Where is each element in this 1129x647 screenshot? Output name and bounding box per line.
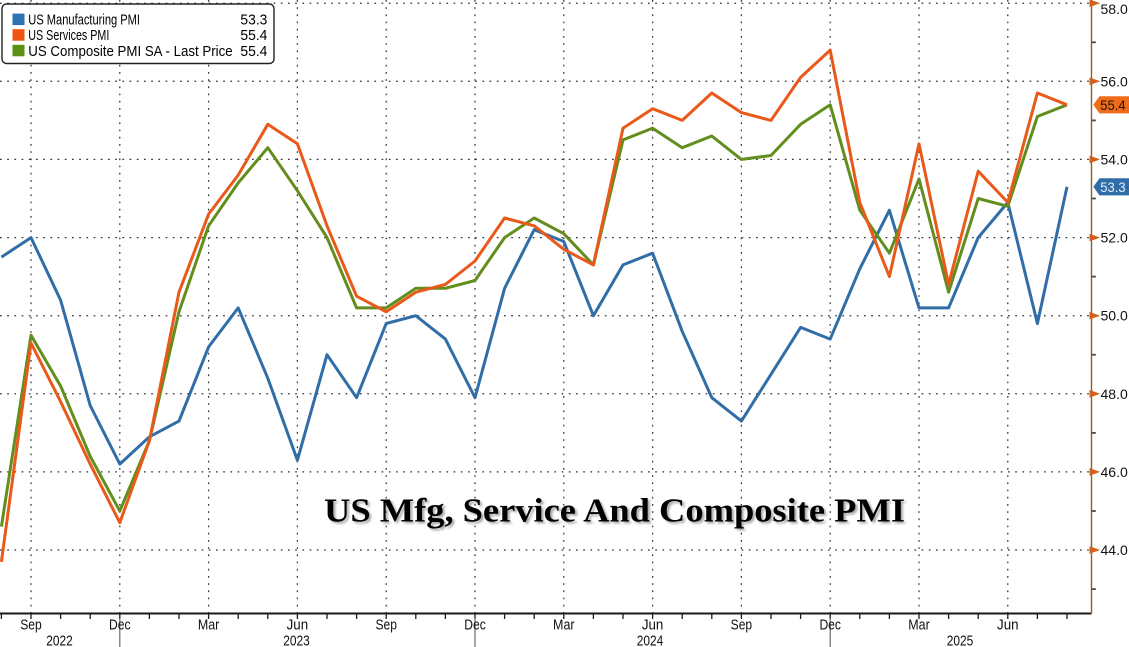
svg-text:Sep: Sep — [375, 617, 397, 634]
svg-text:Jun: Jun — [642, 617, 664, 634]
svg-text:Sep: Sep — [20, 617, 42, 634]
svg-text:Mar: Mar — [908, 617, 930, 634]
svg-text:US Mfg, Service And Composite: US Mfg, Service And Composite PMI — [326, 495, 907, 532]
svg-text:US Composite PMI SA - Last Pri: US Composite PMI SA - Last Price — [28, 43, 232, 60]
svg-text:Dec: Dec — [819, 617, 841, 634]
svg-text:Jun: Jun — [997, 617, 1019, 634]
svg-text:55.4: 55.4 — [1100, 97, 1125, 113]
svg-text:52.0: 52.0 — [1101, 230, 1128, 246]
svg-text:55.4: 55.4 — [240, 27, 267, 44]
svg-text:2024: 2024 — [637, 633, 664, 647]
svg-text:Mar: Mar — [198, 617, 220, 634]
svg-text:58.0: 58.0 — [1101, 1, 1128, 17]
svg-text:48.0: 48.0 — [1101, 386, 1128, 402]
svg-text:54.0: 54.0 — [1101, 151, 1128, 167]
svg-text:2022: 2022 — [46, 633, 73, 647]
svg-text:53.3: 53.3 — [240, 12, 267, 29]
svg-text:US Manufacturing PMI: US Manufacturing PMI — [28, 12, 140, 29]
svg-text:53.3: 53.3 — [1100, 179, 1125, 195]
svg-text:Mar: Mar — [553, 617, 575, 634]
svg-text:56.0: 56.0 — [1101, 73, 1128, 89]
svg-text:2025: 2025 — [947, 633, 974, 647]
svg-text:46.0: 46.0 — [1101, 464, 1128, 480]
svg-text:US Mfg, Service And Composite: US Mfg, Service And Composite PMI — [324, 493, 905, 530]
svg-text:55.4: 55.4 — [240, 43, 267, 60]
svg-text:2023: 2023 — [283, 633, 310, 647]
svg-text:Dec: Dec — [109, 617, 131, 634]
svg-text:Dec: Dec — [464, 617, 486, 634]
svg-text:Jun: Jun — [287, 617, 309, 634]
svg-text:Sep: Sep — [731, 617, 753, 634]
svg-text:US Services PMI: US Services PMI — [28, 27, 109, 44]
svg-text:44.0: 44.0 — [1101, 542, 1128, 558]
svg-text:50.0: 50.0 — [1101, 308, 1128, 324]
